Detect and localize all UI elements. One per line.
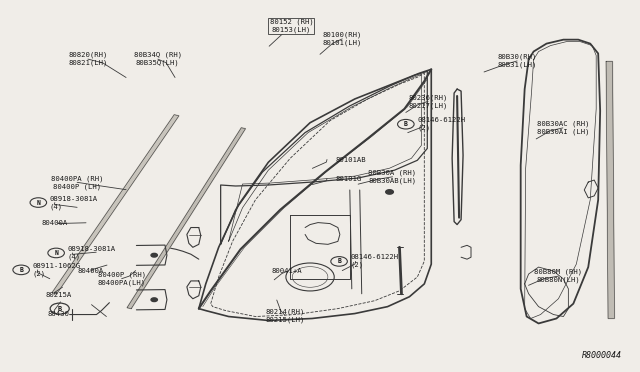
Text: N: N (36, 199, 40, 206)
Text: 80400PA (RH)
80400P (LH): 80400PA (RH) 80400P (LH) (51, 175, 104, 190)
Text: 80215A: 80215A (45, 292, 72, 298)
Text: 80B34Q (RH)
80B35Q(LH): 80B34Q (RH) 80B35Q(LH) (134, 52, 182, 66)
Text: 08146-6122H
(2): 08146-6122H (2) (417, 117, 465, 131)
Circle shape (386, 190, 394, 194)
Text: 80B30A (RH)
80B30AB(LH): 80B30A (RH) 80B30AB(LH) (369, 170, 417, 184)
Text: 80101AB: 80101AB (336, 157, 367, 163)
Text: B: B (58, 306, 62, 312)
Text: 80101G: 80101G (336, 176, 362, 182)
Circle shape (151, 253, 157, 257)
Text: 80152 (RH)
80153(LH): 80152 (RH) 80153(LH) (269, 19, 313, 33)
Text: 80820(RH)
80821(LH): 80820(RH) 80821(LH) (68, 52, 108, 66)
Text: N: N (54, 250, 58, 256)
Text: 80B30(RH)
80B31(LH): 80B30(RH) 80B31(LH) (497, 54, 537, 68)
Polygon shape (606, 61, 614, 318)
Text: 08146-6122H
(2): 08146-6122H (2) (351, 254, 399, 269)
Text: 08911-1062G
(2): 08911-1062G (2) (33, 263, 81, 277)
Circle shape (151, 298, 157, 302)
Polygon shape (127, 128, 246, 309)
Text: 80400A: 80400A (77, 268, 104, 274)
Text: B: B (337, 259, 341, 264)
Text: 80100(RH)
80101(LH): 80100(RH) 80101(LH) (323, 32, 362, 46)
Text: B: B (404, 121, 408, 127)
Text: 80236(RH)
80217(LH): 80236(RH) 80217(LH) (408, 94, 448, 109)
Text: 80B30AC (RH)
80B30AI (LH): 80B30AC (RH) 80B30AI (LH) (536, 121, 589, 135)
Text: 80400A: 80400A (42, 220, 68, 226)
Text: 80214(RH)
80215(LH): 80214(RH) 80215(LH) (266, 308, 305, 323)
Text: 80400P (RH)
80400PA(LH): 80400P (RH) 80400PA(LH) (97, 272, 146, 286)
Polygon shape (52, 115, 179, 294)
Text: R8000044: R8000044 (582, 351, 622, 360)
Text: 08918-3081A
(4): 08918-3081A (4) (50, 196, 98, 209)
Text: 80B80M (RH)
80B80N(LH): 80B80M (RH) 80B80N(LH) (534, 269, 582, 283)
Text: 08918-3081A
(4): 08918-3081A (4) (68, 246, 116, 260)
Text: 80041+A: 80041+A (271, 268, 302, 274)
Text: 80430: 80430 (48, 311, 70, 317)
Text: B: B (19, 267, 23, 273)
